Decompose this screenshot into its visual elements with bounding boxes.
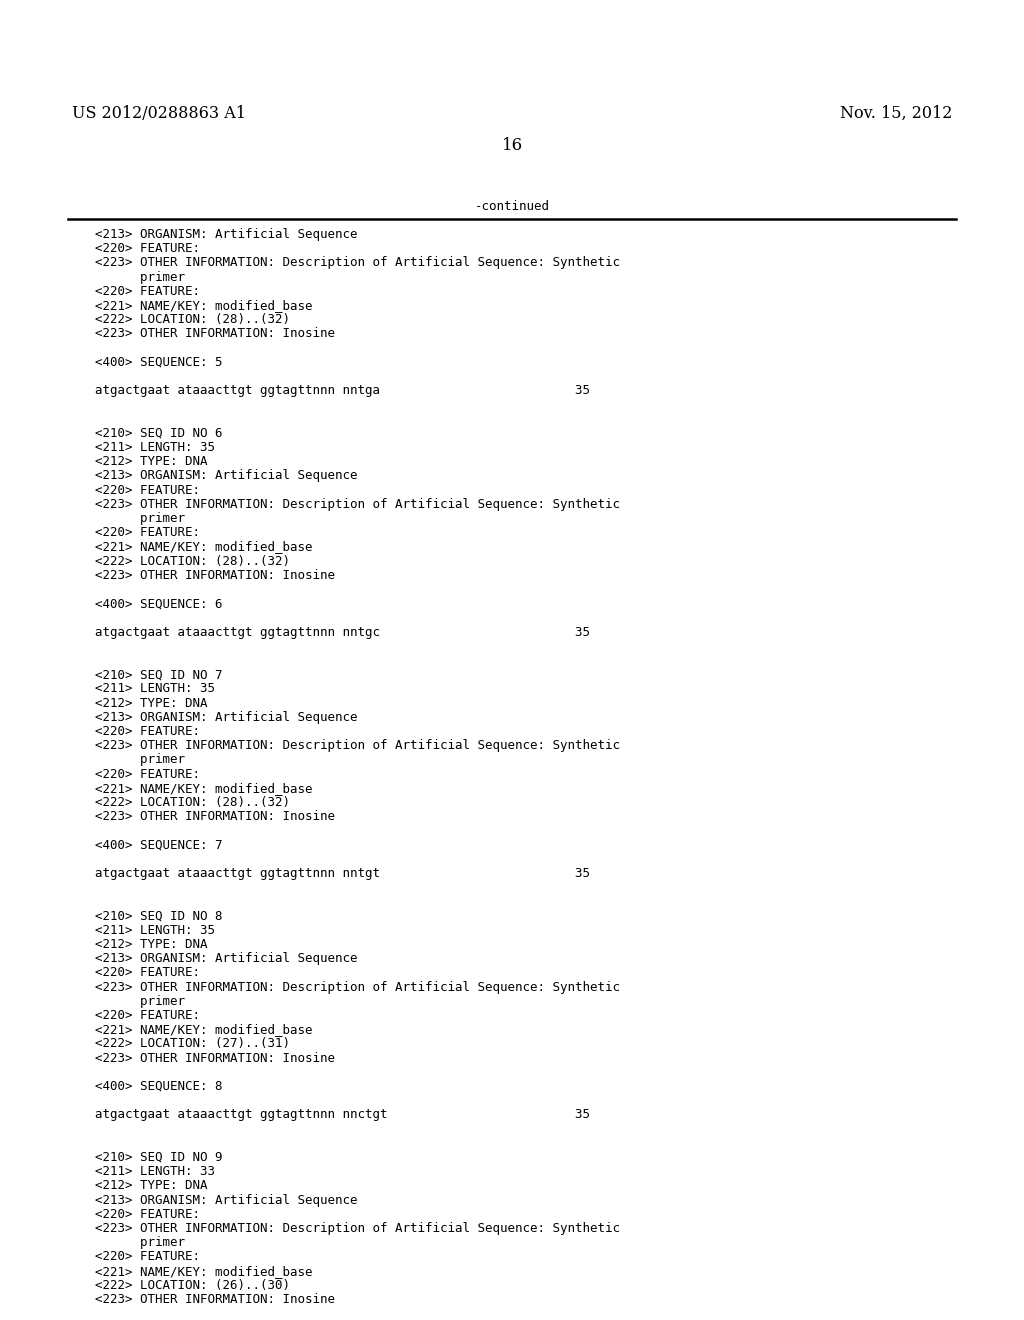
Text: <213> ORGANISM: Artificial Sequence: <213> ORGANISM: Artificial Sequence — [95, 1193, 357, 1206]
Text: 16: 16 — [502, 137, 522, 154]
Text: <222> LOCATION: (28)..(32): <222> LOCATION: (28)..(32) — [95, 313, 290, 326]
Text: <210> SEQ ID NO 8: <210> SEQ ID NO 8 — [95, 909, 222, 923]
Text: primer: primer — [95, 754, 185, 767]
Text: <223> OTHER INFORMATION: Description of Artificial Sequence: Synthetic: <223> OTHER INFORMATION: Description of … — [95, 981, 620, 994]
Text: <400> SEQUENCE: 7: <400> SEQUENCE: 7 — [95, 838, 222, 851]
Text: <213> ORGANISM: Artificial Sequence: <213> ORGANISM: Artificial Sequence — [95, 228, 357, 242]
Text: atgactgaat ataaacttgt ggtagttnnn nntgc                          35: atgactgaat ataaacttgt ggtagttnnn nntgc 3… — [95, 626, 590, 639]
Text: <212> TYPE: DNA: <212> TYPE: DNA — [95, 455, 208, 469]
Text: <211> LENGTH: 35: <211> LENGTH: 35 — [95, 441, 215, 454]
Text: <213> ORGANISM: Artificial Sequence: <213> ORGANISM: Artificial Sequence — [95, 470, 357, 482]
Text: <221> NAME/KEY: modified_base: <221> NAME/KEY: modified_base — [95, 300, 312, 312]
Text: Nov. 15, 2012: Nov. 15, 2012 — [840, 106, 952, 121]
Text: atgactgaat ataaacttgt ggtagttnnn nntga                          35: atgactgaat ataaacttgt ggtagttnnn nntga 3… — [95, 384, 590, 397]
Text: <223> OTHER INFORMATION: Inosine: <223> OTHER INFORMATION: Inosine — [95, 569, 335, 582]
Text: primer: primer — [95, 1237, 185, 1249]
Text: <213> ORGANISM: Artificial Sequence: <213> ORGANISM: Artificial Sequence — [95, 710, 357, 723]
Text: <212> TYPE: DNA: <212> TYPE: DNA — [95, 697, 208, 710]
Text: <220> FEATURE:: <220> FEATURE: — [95, 1250, 200, 1263]
Text: atgactgaat ataaacttgt ggtagttnnn nntgt                          35: atgactgaat ataaacttgt ggtagttnnn nntgt 3… — [95, 867, 590, 880]
Text: <223> OTHER INFORMATION: Inosine: <223> OTHER INFORMATION: Inosine — [95, 1294, 335, 1305]
Text: <222> LOCATION: (28)..(32): <222> LOCATION: (28)..(32) — [95, 796, 290, 809]
Text: <220> FEATURE:: <220> FEATURE: — [95, 725, 200, 738]
Text: <220> FEATURE:: <220> FEATURE: — [95, 768, 200, 780]
Text: <220> FEATURE:: <220> FEATURE: — [95, 285, 200, 298]
Text: <222> LOCATION: (26)..(30): <222> LOCATION: (26)..(30) — [95, 1279, 290, 1292]
Text: <211> LENGTH: 33: <211> LENGTH: 33 — [95, 1166, 215, 1179]
Text: <211> LENGTH: 35: <211> LENGTH: 35 — [95, 924, 215, 937]
Text: <220> FEATURE:: <220> FEATURE: — [95, 1208, 200, 1221]
Text: primer: primer — [95, 995, 185, 1007]
Text: <400> SEQUENCE: 6: <400> SEQUENCE: 6 — [95, 597, 222, 610]
Text: <213> ORGANISM: Artificial Sequence: <213> ORGANISM: Artificial Sequence — [95, 952, 357, 965]
Text: <223> OTHER INFORMATION: Description of Artificial Sequence: Synthetic: <223> OTHER INFORMATION: Description of … — [95, 256, 620, 269]
Text: <220> FEATURE:: <220> FEATURE: — [95, 1008, 200, 1022]
Text: atgactgaat ataaacttgt ggtagttnnn nnctgt                         35: atgactgaat ataaacttgt ggtagttnnn nnctgt … — [95, 1109, 590, 1122]
Text: <212> TYPE: DNA: <212> TYPE: DNA — [95, 1179, 208, 1192]
Text: <222> LOCATION: (28)..(32): <222> LOCATION: (28)..(32) — [95, 554, 290, 568]
Text: <223> OTHER INFORMATION: Inosine: <223> OTHER INFORMATION: Inosine — [95, 810, 335, 824]
Text: <221> NAME/KEY: modified_base: <221> NAME/KEY: modified_base — [95, 540, 312, 553]
Text: <221> NAME/KEY: modified_base: <221> NAME/KEY: modified_base — [95, 781, 312, 795]
Text: <212> TYPE: DNA: <212> TYPE: DNA — [95, 939, 208, 950]
Text: -continued: -continued — [474, 201, 550, 213]
Text: <400> SEQUENCE: 5: <400> SEQUENCE: 5 — [95, 356, 222, 368]
Text: <220> FEATURE:: <220> FEATURE: — [95, 483, 200, 496]
Text: primer: primer — [95, 512, 185, 525]
Text: <220> FEATURE:: <220> FEATURE: — [95, 242, 200, 255]
Text: <221> NAME/KEY: modified_base: <221> NAME/KEY: modified_base — [95, 1265, 312, 1278]
Text: <223> OTHER INFORMATION: Inosine: <223> OTHER INFORMATION: Inosine — [95, 327, 335, 341]
Text: US 2012/0288863 A1: US 2012/0288863 A1 — [72, 106, 246, 121]
Text: <210> SEQ ID NO 7: <210> SEQ ID NO 7 — [95, 668, 222, 681]
Text: <222> LOCATION: (27)..(31): <222> LOCATION: (27)..(31) — [95, 1038, 290, 1051]
Text: <223> OTHER INFORMATION: Description of Artificial Sequence: Synthetic: <223> OTHER INFORMATION: Description of … — [95, 739, 620, 752]
Text: <223> OTHER INFORMATION: Inosine: <223> OTHER INFORMATION: Inosine — [95, 1052, 335, 1065]
Text: <221> NAME/KEY: modified_base: <221> NAME/KEY: modified_base — [95, 1023, 312, 1036]
Text: <223> OTHER INFORMATION: Description of Artificial Sequence: Synthetic: <223> OTHER INFORMATION: Description of … — [95, 498, 620, 511]
Text: <211> LENGTH: 35: <211> LENGTH: 35 — [95, 682, 215, 696]
Text: primer: primer — [95, 271, 185, 284]
Text: <220> FEATURE:: <220> FEATURE: — [95, 527, 200, 539]
Text: <223> OTHER INFORMATION: Description of Artificial Sequence: Synthetic: <223> OTHER INFORMATION: Description of … — [95, 1222, 620, 1236]
Text: <210> SEQ ID NO 6: <210> SEQ ID NO 6 — [95, 426, 222, 440]
Text: <210> SEQ ID NO 9: <210> SEQ ID NO 9 — [95, 1151, 222, 1164]
Text: <400> SEQUENCE: 8: <400> SEQUENCE: 8 — [95, 1080, 222, 1093]
Text: <220> FEATURE:: <220> FEATURE: — [95, 966, 200, 979]
